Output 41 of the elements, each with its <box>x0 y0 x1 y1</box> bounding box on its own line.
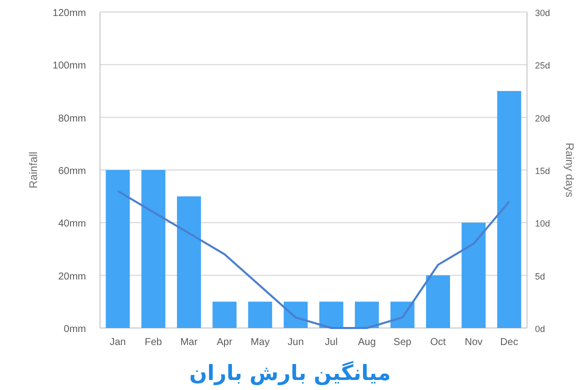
x-tick-label: May <box>250 337 270 348</box>
x-tick-label: Jun <box>288 337 304 348</box>
x-tick-label: Feb <box>144 337 162 348</box>
y2-tick-label: 15d <box>535 166 550 176</box>
x-tick-label: Apr <box>216 337 233 348</box>
bar <box>462 222 486 328</box>
y-axis-title: Rainfall <box>28 152 40 188</box>
text: میانگین بارش باران <box>189 360 391 386</box>
bar <box>497 91 522 328</box>
bar <box>141 170 166 328</box>
bar <box>284 302 308 328</box>
x-tick-label: Jan <box>110 337 126 348</box>
x-tick-label: Aug <box>358 337 376 348</box>
y-tick-label: 40mm <box>58 218 86 230</box>
bar <box>354 302 379 328</box>
y2-tick-label: 5d <box>535 271 546 282</box>
y-tick-label: 60mm <box>58 166 86 177</box>
bar <box>176 196 201 328</box>
y-tick-label: 120mm <box>52 8 86 19</box>
bar <box>426 275 450 328</box>
y2-tick-label: 0d <box>535 324 546 334</box>
bar <box>106 170 130 328</box>
bar <box>390 302 414 328</box>
y-tick-label: 80mm <box>58 113 86 124</box>
y-tick-label: 0mm <box>64 324 86 335</box>
bar <box>319 302 344 328</box>
y2-tick-label: 10d <box>535 218 550 229</box>
y-tick-label: 20mm <box>58 271 86 282</box>
y2-tick-label: 25d <box>535 60 550 71</box>
y2-tick-label: 30d <box>535 8 550 18</box>
y2-tick-label: 20d <box>535 113 550 124</box>
x-tick-label: Mar <box>180 337 198 348</box>
bar <box>212 302 237 328</box>
x-tick-label: Oct <box>430 337 446 348</box>
y-tick-label: 100mm <box>52 60 86 72</box>
x-tick-label: Jul <box>324 337 338 348</box>
bar <box>248 302 272 328</box>
x-tick-label: Dec <box>500 337 518 348</box>
x-tick-label: Nov <box>464 337 483 348</box>
x-tick-label: Sep <box>394 337 412 348</box>
y2-axis-title: Rainy days <box>563 142 575 198</box>
